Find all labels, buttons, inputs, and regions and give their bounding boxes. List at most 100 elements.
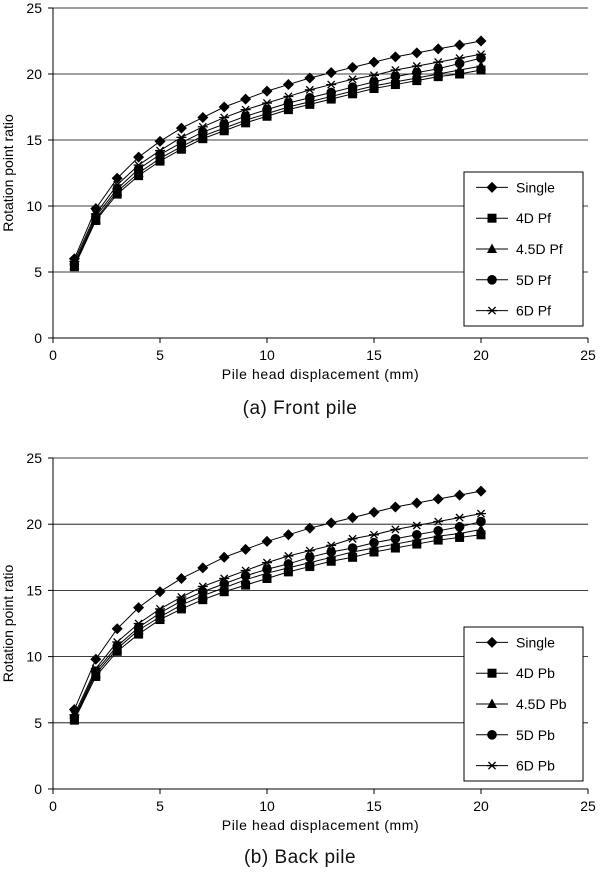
back-point-5d-pb [454, 522, 465, 532]
front-series-single [68, 35, 487, 265]
front-point-single [111, 172, 123, 184]
back-series-4-5d-pb [69, 523, 486, 723]
front-point-single [175, 122, 187, 134]
back-point-6d-pb [433, 517, 444, 526]
back-legend-item-6d-pb: 6D Pb [476, 758, 555, 774]
front-point-single [282, 79, 294, 91]
back-point-single [454, 489, 466, 501]
front-point-6d-pf [155, 146, 165, 155]
back-legend-marker-5d-pb [487, 730, 497, 740]
front-legend-label-single: Single [516, 179, 555, 195]
back-y-tick-label: 5 [34, 715, 42, 731]
back-legend-label-single: Single [516, 634, 555, 650]
back-point-6d-pb [176, 592, 187, 602]
front-point-single [432, 43, 444, 55]
back-legend-item-single: Single [476, 634, 555, 650]
front-point-6d-pf [454, 54, 465, 63]
front-legend-item-6d-pf: 6D Pf [476, 303, 551, 319]
front-point-6d-pf [476, 50, 486, 59]
back-x-tick-label: 20 [473, 798, 489, 814]
front-point-single [389, 51, 401, 63]
front-x-tick-label: 25 [580, 347, 596, 363]
front-point-4-5d-pf [454, 64, 465, 75]
back-y-tick-label: 25 [26, 450, 42, 466]
back-point-single [347, 512, 359, 524]
front-series-4d-pf [69, 65, 486, 272]
back-point-4d-pb [241, 580, 251, 590]
back-point-single [240, 543, 252, 555]
front-point-single [154, 135, 166, 147]
front-legend-item-4d-pf: 4D Pf [476, 210, 551, 226]
front-point-6d-pf [283, 92, 294, 101]
front-point-5d-pf [412, 67, 422, 78]
back-point-single [432, 493, 444, 505]
front-line-6d-pf [73, 53, 482, 262]
front-point-single [133, 151, 145, 163]
back-point-6d-pb [112, 637, 123, 647]
front-point-6d-pf [347, 75, 358, 84]
back-point-single [411, 497, 423, 509]
back-x-tick-label: 5 [156, 798, 164, 814]
back-legend: Single 4D Pb 4.5D Pb 5D Pb 6D Pb [463, 626, 584, 782]
back-point-6d-pb [155, 604, 165, 613]
back-point-5d-pb [283, 559, 294, 569]
front-point-5d-pf [262, 104, 272, 115]
front-point-6d-pf [90, 209, 101, 218]
front-point-6d-pf [112, 180, 123, 189]
front-series-5d-pf [69, 53, 486, 269]
front-y-tick-label: 25 [26, 0, 42, 16]
back-series-6d-pb [69, 509, 486, 719]
back-legend-marker-6d-pb [487, 761, 497, 770]
back-point-single [90, 653, 102, 665]
back-legend-item-4-5d-pb: 4.5D Pb [476, 696, 567, 712]
front-point-6d-pf [133, 161, 144, 170]
front-legend-label-6d-pf: 6D Pf [516, 303, 551, 319]
back-point-5d-pb [305, 552, 315, 563]
front-x-tick-label: 0 [49, 347, 57, 363]
back-point-single [325, 517, 337, 529]
back-point-4-5d-pb [476, 523, 486, 534]
front-series-6d-pf [69, 50, 486, 266]
front-point-6d-pf [390, 65, 401, 75]
front-legend-marker-5d-pf [487, 275, 497, 285]
back-point-5d-pb [262, 564, 272, 575]
back-point-5d-pb [240, 571, 251, 581]
front-point-single [368, 56, 380, 68]
back-point-4-5d-pb [454, 527, 465, 538]
chart-back-pile-svg: 0 5 10 15 20 25 0 5 10 15 20 25 Pile head displaceme… [0, 450, 596, 833]
back-point-5d-pb [347, 543, 358, 553]
front-y-tick-label: 0 [34, 330, 42, 346]
front-point-6d-pf [304, 85, 315, 94]
front-point-6d-pf [240, 105, 251, 114]
front-legend-marker-6d-pf [487, 306, 497, 315]
front-point-single [325, 67, 337, 79]
front-legend: Single 4D Pf 4.5D Pf 5D Pf 6D Pf [463, 171, 584, 327]
back-point-6d-pb [304, 546, 315, 555]
front-point-6d-pf [69, 257, 80, 266]
back-legend-label-4-5d-pb: 4.5D Pb [516, 696, 567, 712]
back-point-6d-pb [219, 574, 230, 583]
back-y-tick-label: 20 [26, 516, 42, 532]
back-point-single [218, 551, 230, 563]
chart-front-pile-svg: 0 5 10 15 20 25 0 5 10 15 20 25 Pile head displaceme… [0, 0, 596, 382]
back-y-tick-label: 15 [26, 582, 42, 598]
front-point-5d-pf [240, 111, 251, 122]
front-legend-item-4-5d-pf: 4.5D Pf [476, 241, 563, 257]
chart-front-pile: 0 5 10 15 20 25 0 5 10 15 20 25 Pile head displaceme… [0, 0, 600, 430]
front-point-5d-pf [283, 98, 294, 108]
chart-caption-front-pile: (a) Front pile [242, 398, 358, 419]
back-y-axis-label: Rotation point ratio [0, 565, 16, 683]
front-series-4-5d-pf [69, 60, 486, 270]
front-point-single [218, 101, 230, 113]
front-point-single [304, 72, 316, 84]
front-point-6d-pf [326, 80, 337, 89]
back-y-tick-label: 10 [26, 649, 42, 665]
back-point-6d-pb [476, 509, 486, 518]
front-point-5d-pf [454, 58, 465, 69]
front-y-tick-label: 5 [34, 264, 42, 280]
back-point-single [133, 602, 145, 614]
front-legend-label-4d-pf: 4D Pf [516, 210, 551, 226]
back-point-6d-pb [326, 541, 337, 550]
front-x-tick-label: 5 [156, 347, 164, 363]
front-point-single [475, 35, 487, 47]
